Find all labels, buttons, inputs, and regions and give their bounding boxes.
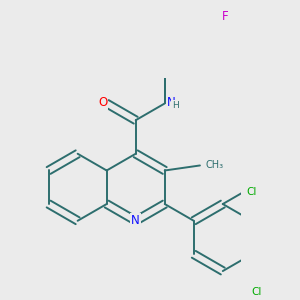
Text: Cl: Cl bbox=[251, 287, 261, 297]
Text: O: O bbox=[98, 96, 107, 109]
Text: Cl: Cl bbox=[247, 187, 257, 196]
Text: F: F bbox=[222, 10, 229, 23]
Text: N: N bbox=[131, 214, 140, 227]
Text: CH₃: CH₃ bbox=[205, 160, 224, 170]
Text: H: H bbox=[172, 101, 178, 110]
Text: N: N bbox=[167, 96, 176, 109]
